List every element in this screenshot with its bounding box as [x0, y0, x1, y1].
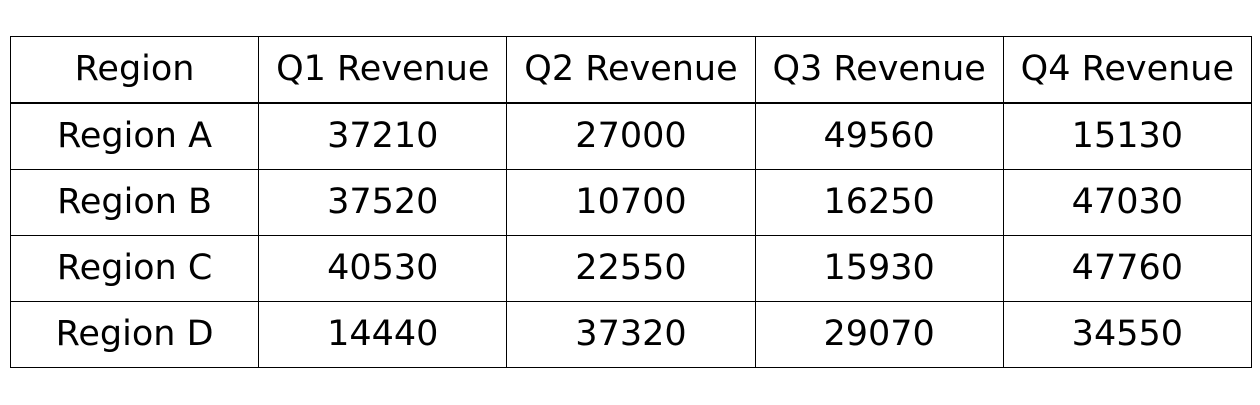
- q4-revenue-cell: 15130: [1002, 102, 1252, 170]
- row-label-cell: Region A: [9, 102, 260, 170]
- q2-revenue-cell: 10700: [506, 169, 756, 236]
- table-row: Region C 40530 22550 15930 47760: [9, 235, 1252, 302]
- q3-revenue-cell: 49560: [754, 102, 1004, 170]
- q2-revenue-cell: 22550: [506, 235, 756, 302]
- revenue-table: Region Q1 Revenue Q2 Revenue Q3 Revenue …: [9, 36, 1252, 368]
- row-label-cell: Region B: [9, 169, 260, 236]
- q3-revenue-cell: 29070: [754, 301, 1004, 368]
- row-label-cell: Region D: [9, 301, 260, 368]
- q3-revenue-cell: 15930: [754, 235, 1004, 302]
- table-body: Region A 37210 27000 49560 15130 Region …: [9, 102, 1252, 368]
- row-label-cell: Region C: [9, 235, 260, 302]
- q1-revenue-cell: 37520: [258, 169, 508, 236]
- table-row: Region D 14440 37320 29070 34550: [9, 301, 1252, 368]
- q3-revenue-cell: 16250: [754, 169, 1004, 236]
- table-row: Region A 37210 27000 49560 15130: [9, 102, 1252, 170]
- q2-revenue-cell: 37320: [506, 301, 756, 368]
- column-header-q1-revenue: Q1 Revenue: [258, 36, 508, 104]
- q2-revenue-cell: 27000: [506, 102, 756, 170]
- q4-revenue-cell: 47030: [1002, 169, 1252, 236]
- q1-revenue-cell: 37210: [258, 102, 508, 170]
- q4-revenue-cell: 34550: [1002, 301, 1252, 368]
- column-header-q2-revenue: Q2 Revenue: [506, 36, 756, 104]
- column-header-region: Region: [9, 36, 260, 104]
- column-header-q3-revenue: Q3 Revenue: [754, 36, 1004, 104]
- q1-revenue-cell: 14440: [258, 301, 508, 368]
- column-header-q4-revenue: Q4 Revenue: [1002, 36, 1252, 104]
- table-row: Region B 37520 10700 16250 47030: [9, 169, 1252, 236]
- table-header: Region Q1 Revenue Q2 Revenue Q3 Revenue …: [9, 36, 1252, 104]
- q1-revenue-cell: 40530: [258, 235, 508, 302]
- q4-revenue-cell: 47760: [1002, 235, 1252, 302]
- header-row: Region Q1 Revenue Q2 Revenue Q3 Revenue …: [9, 36, 1252, 104]
